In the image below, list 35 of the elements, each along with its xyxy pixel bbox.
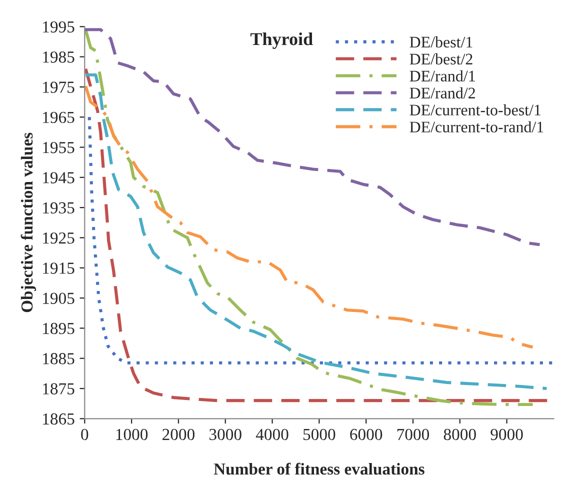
x-axis-title: Number of fitness evaluations: [214, 462, 424, 475]
x-tick-label: 6000: [350, 428, 382, 440]
x-tick-label: 5000: [303, 428, 336, 440]
y-tick-label: 1885: [43, 353, 74, 364]
x-tick-label: 4000: [256, 428, 288, 440]
y-tick-label: 1925: [43, 232, 74, 244]
x-tick-label: 2000: [162, 428, 194, 440]
y-tick-label: 1955: [43, 142, 74, 154]
y-axis-title: Objective function values: [20, 132, 36, 312]
y-tick-label: 1995: [43, 21, 74, 33]
x-tick-label: 7000: [397, 428, 430, 440]
legend-label: DE/rand/2: [410, 87, 475, 98]
y-tick-label: 1965: [43, 112, 74, 124]
y-tick-label: 1945: [43, 172, 74, 184]
y-tick-label: 1935: [43, 202, 74, 214]
x-tick-label: 8000: [444, 428, 476, 440]
y-tick-label: 1985: [43, 51, 74, 63]
x-tick-label: 0: [81, 428, 88, 440]
legend-label: DE/rand/1: [410, 70, 475, 82]
x-tick-label: 9000: [490, 428, 523, 440]
line-series: [84, 28, 542, 246]
legend-label: DE/best/1: [410, 36, 472, 48]
y-tick-label: 1905: [43, 292, 74, 304]
chart-title: Thyroid: [250, 32, 313, 49]
y-tick-label: 1975: [43, 82, 74, 93]
legend-label: DE/best/2: [410, 53, 472, 65]
y-tick-label: 1895: [43, 322, 74, 334]
y-tick-label: 1915: [43, 262, 74, 274]
line-series: [88, 116, 554, 364]
x-tick-label: 1000: [116, 428, 148, 440]
y-tick-label: 1865: [43, 413, 74, 425]
y-tick-label: 1875: [43, 383, 74, 394]
legend-label: DE/current-to-rand/1: [410, 121, 544, 132]
x-tick-label: 3000: [210, 428, 242, 440]
legend-label: DE/current-to-best/1: [410, 104, 541, 116]
